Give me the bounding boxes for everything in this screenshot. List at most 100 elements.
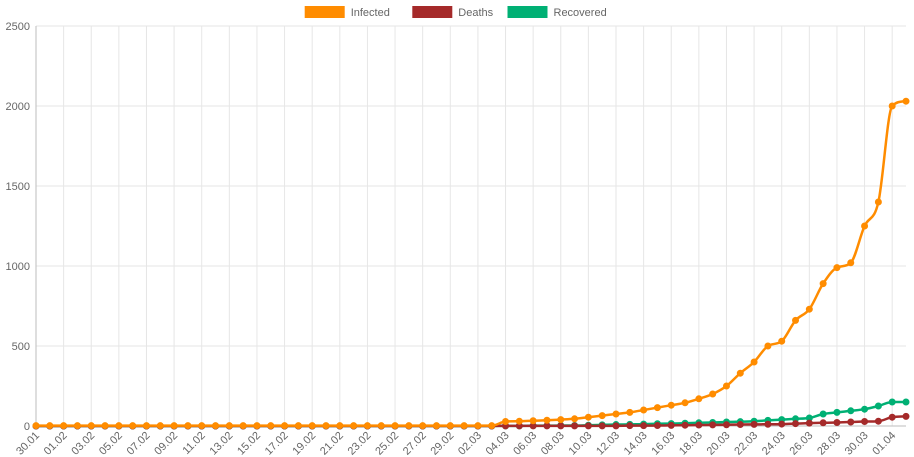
x-tick-label: 20.03 xyxy=(705,430,733,457)
infected-point xyxy=(253,422,261,430)
deaths-point xyxy=(764,420,772,428)
infected-point xyxy=(405,422,413,430)
infected-point xyxy=(805,305,813,313)
infected-point xyxy=(281,422,289,430)
infected-point xyxy=(792,316,800,324)
infected-point xyxy=(778,337,786,345)
x-tick-label: 23.02 xyxy=(346,430,374,457)
legend: Infected Deaths Recovered xyxy=(304,6,607,19)
infected-point xyxy=(322,422,330,430)
x-tick-label: 01.02 xyxy=(42,430,70,457)
x-tick-label: 03.02 xyxy=(69,430,97,457)
infected-point xyxy=(709,390,717,398)
x-tick-label: 13.02 xyxy=(208,430,236,457)
deaths-point xyxy=(819,419,827,427)
deaths-point xyxy=(902,412,910,420)
recovered-point xyxy=(819,410,827,418)
infected-point xyxy=(681,399,689,407)
infected-point xyxy=(474,422,482,430)
deaths-point xyxy=(778,420,786,428)
infected-point xyxy=(667,401,675,409)
infected-point xyxy=(350,422,358,430)
x-tick-label: 10.03 xyxy=(567,430,595,457)
infected-point xyxy=(225,422,233,430)
infected-point xyxy=(129,422,137,430)
infected-point xyxy=(902,97,910,105)
y-tick-label: 2000 xyxy=(6,101,30,113)
deaths-point xyxy=(888,413,896,421)
infected-point xyxy=(833,264,841,272)
deaths-point xyxy=(584,422,592,430)
recovered-point xyxy=(847,407,855,415)
infected-point xyxy=(432,422,440,430)
x-tick-label: 30.01 xyxy=(14,430,42,457)
infected-point xyxy=(391,422,399,430)
infected-point xyxy=(115,422,123,430)
deaths-point xyxy=(722,421,730,429)
infected-point xyxy=(502,418,510,426)
x-tick-label: 30.03 xyxy=(843,430,871,457)
infected-point xyxy=(46,422,54,430)
x-tick-label: 21.02 xyxy=(318,430,346,457)
series-layer xyxy=(32,97,910,430)
infected-point xyxy=(515,417,523,425)
legend-item-deaths: Deaths xyxy=(412,6,494,19)
infected-point xyxy=(722,382,730,390)
deaths-point xyxy=(792,420,800,428)
x-tick-label: 12.03 xyxy=(594,430,622,457)
infected-point xyxy=(32,422,40,430)
infected-point xyxy=(847,259,855,267)
x-tick-label: 06.03 xyxy=(511,430,539,457)
infected-point xyxy=(363,422,371,430)
infected-point xyxy=(571,415,579,423)
deaths-point xyxy=(626,422,634,430)
infected-point xyxy=(170,422,178,430)
infected-point xyxy=(184,422,192,430)
infected-point xyxy=(87,422,95,430)
x-tick-label: 27.02 xyxy=(401,430,429,457)
recovered-point xyxy=(902,398,910,406)
y-tick-label: 1500 xyxy=(6,181,30,193)
infected-point xyxy=(612,410,620,418)
recovered-point xyxy=(861,405,869,413)
infected-point xyxy=(198,422,206,430)
infected-point xyxy=(212,422,220,430)
x-tick-label: 07.02 xyxy=(125,430,153,457)
infected-point xyxy=(750,358,758,366)
deaths-point xyxy=(640,422,648,430)
legend-label-recovered: Recovered xyxy=(554,7,607,19)
infected-point xyxy=(543,416,551,424)
x-tick-label: 24.03 xyxy=(760,430,788,457)
infected-point xyxy=(598,412,606,420)
x-tick-label: 28.03 xyxy=(815,430,843,457)
legend-item-recovered: Recovered xyxy=(507,6,607,19)
infected-point xyxy=(294,422,302,430)
legend-label-infected: Infected xyxy=(351,7,390,19)
infected-point xyxy=(488,422,496,430)
deaths-point xyxy=(833,418,841,426)
recovered-point xyxy=(888,398,896,406)
deaths-point xyxy=(750,420,758,428)
deaths-point xyxy=(557,422,565,430)
infected-point xyxy=(156,422,164,430)
x-tick-label: 17.02 xyxy=(263,430,291,457)
infected-line xyxy=(36,99,907,427)
infected-point xyxy=(764,342,772,350)
infected-point xyxy=(626,408,634,416)
deaths-point xyxy=(681,421,689,429)
infected-point xyxy=(819,280,827,288)
deaths-point xyxy=(709,421,717,429)
infected-point xyxy=(640,406,648,414)
legend-swatch-infected xyxy=(304,6,345,18)
infected-point xyxy=(239,422,247,430)
x-tick-label: 15.02 xyxy=(235,430,263,457)
x-tick-label: 04.03 xyxy=(484,430,512,457)
deaths-point xyxy=(667,421,675,429)
recovered-point xyxy=(833,408,841,416)
axes: 0 500 1000 1500 2000 2500 30.01 01.02 03.02 05.02… xyxy=(6,21,906,457)
deaths-point xyxy=(598,422,606,430)
legend-swatch-deaths xyxy=(412,6,453,18)
deaths-point xyxy=(695,421,703,429)
infected-point xyxy=(861,222,869,230)
y-tick-label: 2500 xyxy=(6,21,30,33)
